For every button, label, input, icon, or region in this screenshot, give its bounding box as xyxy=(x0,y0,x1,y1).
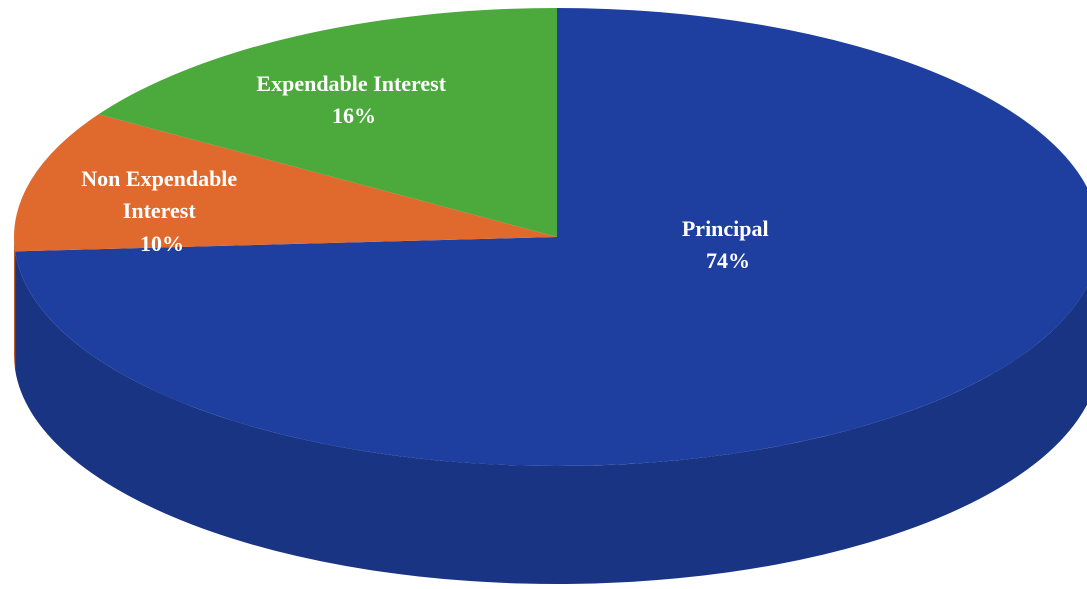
slice-side-principal xyxy=(15,251,1087,584)
pie-top xyxy=(14,8,1087,466)
slice-side-non-expendable-interest xyxy=(14,237,16,370)
slice-non-expendable-interest xyxy=(14,114,558,252)
slice-expendable-interest xyxy=(98,8,557,237)
slice-label-principal: Principal 74% xyxy=(682,216,774,273)
slice-label-non-expendable-interest: Non Expendable Interest 10% xyxy=(81,166,242,256)
slice-label-expendable-interest: Expendable Interest 16% xyxy=(256,71,451,128)
pie-labels: Principal 74% Non Expendable Interest 10… xyxy=(81,71,774,273)
pie-side xyxy=(14,237,1087,584)
slice-principal xyxy=(15,8,1087,466)
